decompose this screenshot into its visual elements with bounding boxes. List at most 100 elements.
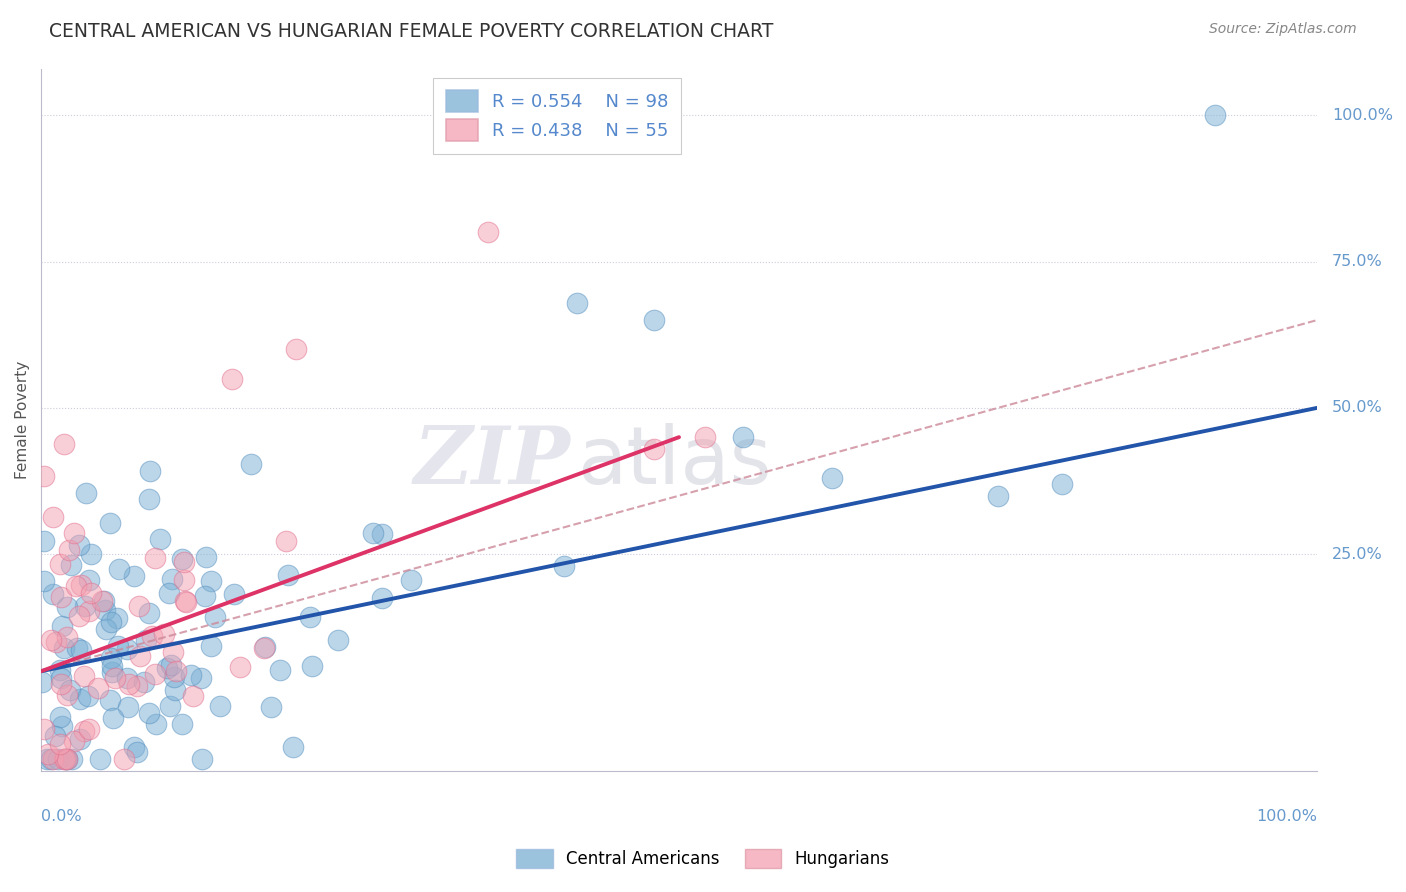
Point — [105, 611, 128, 625]
Point — [49, 557, 72, 571]
Point — [361, 526, 384, 541]
Point — [194, 589, 217, 603]
Point — [32, 534, 55, 549]
Point — [101, 711, 124, 725]
Point — [157, 586, 180, 600]
Point — [399, 573, 422, 587]
Point — [51, 719, 73, 733]
Point — [240, 457, 263, 471]
Text: 25.0%: 25.0% — [1333, 547, 1384, 562]
Point — [32, 574, 55, 588]
Point — [49, 672, 72, 686]
Point — [87, 681, 110, 695]
Point — [194, 549, 217, 564]
Point — [221, 371, 243, 385]
Point — [67, 609, 90, 624]
Point — [477, 225, 499, 239]
Point — [301, 659, 323, 673]
Point — [70, 643, 93, 657]
Point — [44, 729, 66, 743]
Point — [73, 723, 96, 738]
Point — [553, 559, 575, 574]
Point — [173, 573, 195, 587]
Point — [56, 630, 79, 644]
Point — [41, 752, 63, 766]
Point — [128, 648, 150, 663]
Point — [94, 622, 117, 636]
Point — [62, 526, 84, 541]
Point — [59, 558, 82, 573]
Point — [141, 629, 163, 643]
Point — [143, 551, 166, 566]
Point — [176, 595, 198, 609]
Point — [112, 752, 135, 766]
Point — [138, 607, 160, 621]
Point — [37, 747, 59, 761]
Point — [172, 552, 194, 566]
Point — [63, 734, 86, 748]
Point — [222, 587, 245, 601]
Point — [53, 752, 76, 766]
Point — [94, 603, 117, 617]
Point — [56, 752, 79, 766]
Point — [58, 542, 80, 557]
Point — [162, 572, 184, 586]
Point — [76, 689, 98, 703]
Point — [69, 731, 91, 746]
Point — [32, 722, 55, 736]
Point — [190, 671, 212, 685]
Point — [104, 671, 127, 685]
Point — [101, 665, 124, 680]
Point — [45, 635, 67, 649]
Point — [326, 633, 349, 648]
Point — [371, 591, 394, 606]
Text: 0.0%: 0.0% — [41, 809, 82, 824]
Point — [51, 619, 73, 633]
Point — [153, 627, 176, 641]
Point — [49, 738, 72, 752]
Point — [138, 492, 160, 507]
Point — [181, 689, 204, 703]
Point — [93, 593, 115, 607]
Point — [145, 716, 167, 731]
Point — [69, 692, 91, 706]
Point — [41, 752, 63, 766]
Point — [565, 295, 588, 310]
Point — [163, 682, 186, 697]
Text: atlas: atlas — [576, 423, 772, 500]
Point — [122, 569, 145, 583]
Text: Source: ZipAtlas.com: Source: ZipAtlas.com — [1209, 22, 1357, 37]
Point — [139, 464, 162, 478]
Point — [821, 471, 844, 485]
Point — [51, 590, 73, 604]
Point — [53, 641, 76, 656]
Point — [75, 485, 97, 500]
Point — [132, 675, 155, 690]
Point — [98, 516, 121, 530]
Point — [79, 547, 101, 561]
Point — [253, 640, 276, 655]
Point — [200, 639, 222, 653]
Point — [79, 586, 101, 600]
Point — [79, 573, 101, 587]
Point — [49, 676, 72, 690]
Point — [987, 489, 1010, 503]
Point — [39, 633, 62, 648]
Point — [34, 469, 56, 483]
Point — [59, 683, 82, 698]
Point — [66, 641, 89, 656]
Point — [191, 752, 214, 766]
Point — [56, 752, 79, 766]
Point — [162, 645, 184, 659]
Point — [115, 671, 138, 685]
Point — [89, 752, 111, 766]
Point — [693, 430, 716, 444]
Point — [200, 574, 222, 589]
Point — [31, 674, 53, 689]
Text: CENTRAL AMERICAN VS HUNGARIAN FEMALE POVERTY CORRELATION CHART: CENTRAL AMERICAN VS HUNGARIAN FEMALE POV… — [49, 22, 773, 41]
Point — [55, 688, 77, 702]
Text: 50.0%: 50.0% — [1333, 401, 1384, 416]
Point — [1050, 477, 1073, 491]
Point — [77, 722, 100, 736]
Point — [285, 343, 308, 357]
